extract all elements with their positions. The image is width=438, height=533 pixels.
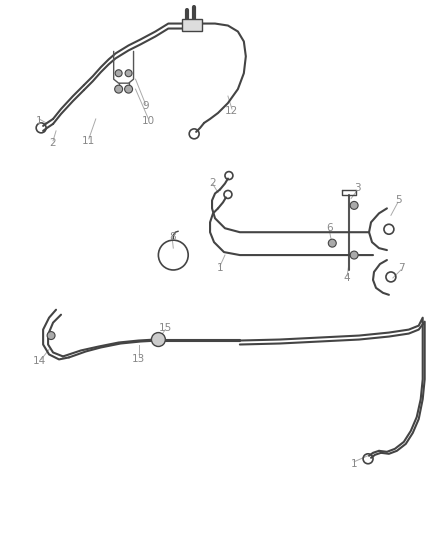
Circle shape [350, 201, 358, 209]
Text: 14: 14 [32, 357, 46, 366]
Circle shape [115, 85, 123, 93]
Text: 5: 5 [396, 196, 402, 205]
Text: 12: 12 [225, 106, 239, 116]
FancyBboxPatch shape [182, 19, 202, 30]
Text: 1: 1 [351, 459, 357, 469]
Circle shape [115, 70, 122, 77]
Text: 9: 9 [142, 101, 149, 111]
Text: 10: 10 [142, 116, 155, 126]
Text: 1: 1 [36, 116, 42, 126]
Text: 15: 15 [159, 322, 172, 333]
Circle shape [350, 251, 358, 259]
Text: 6: 6 [326, 223, 332, 233]
Text: 11: 11 [82, 136, 95, 146]
Text: 2: 2 [210, 177, 216, 188]
Text: 3: 3 [354, 183, 360, 193]
Circle shape [152, 333, 165, 346]
Circle shape [124, 85, 133, 93]
Circle shape [47, 332, 55, 340]
Text: 8: 8 [169, 232, 176, 242]
Text: 1: 1 [217, 263, 223, 273]
Circle shape [125, 70, 132, 77]
Circle shape [328, 239, 336, 247]
Text: 7: 7 [399, 263, 405, 273]
Text: 13: 13 [132, 354, 145, 365]
Text: 2: 2 [50, 138, 57, 148]
Text: 4: 4 [344, 273, 350, 283]
